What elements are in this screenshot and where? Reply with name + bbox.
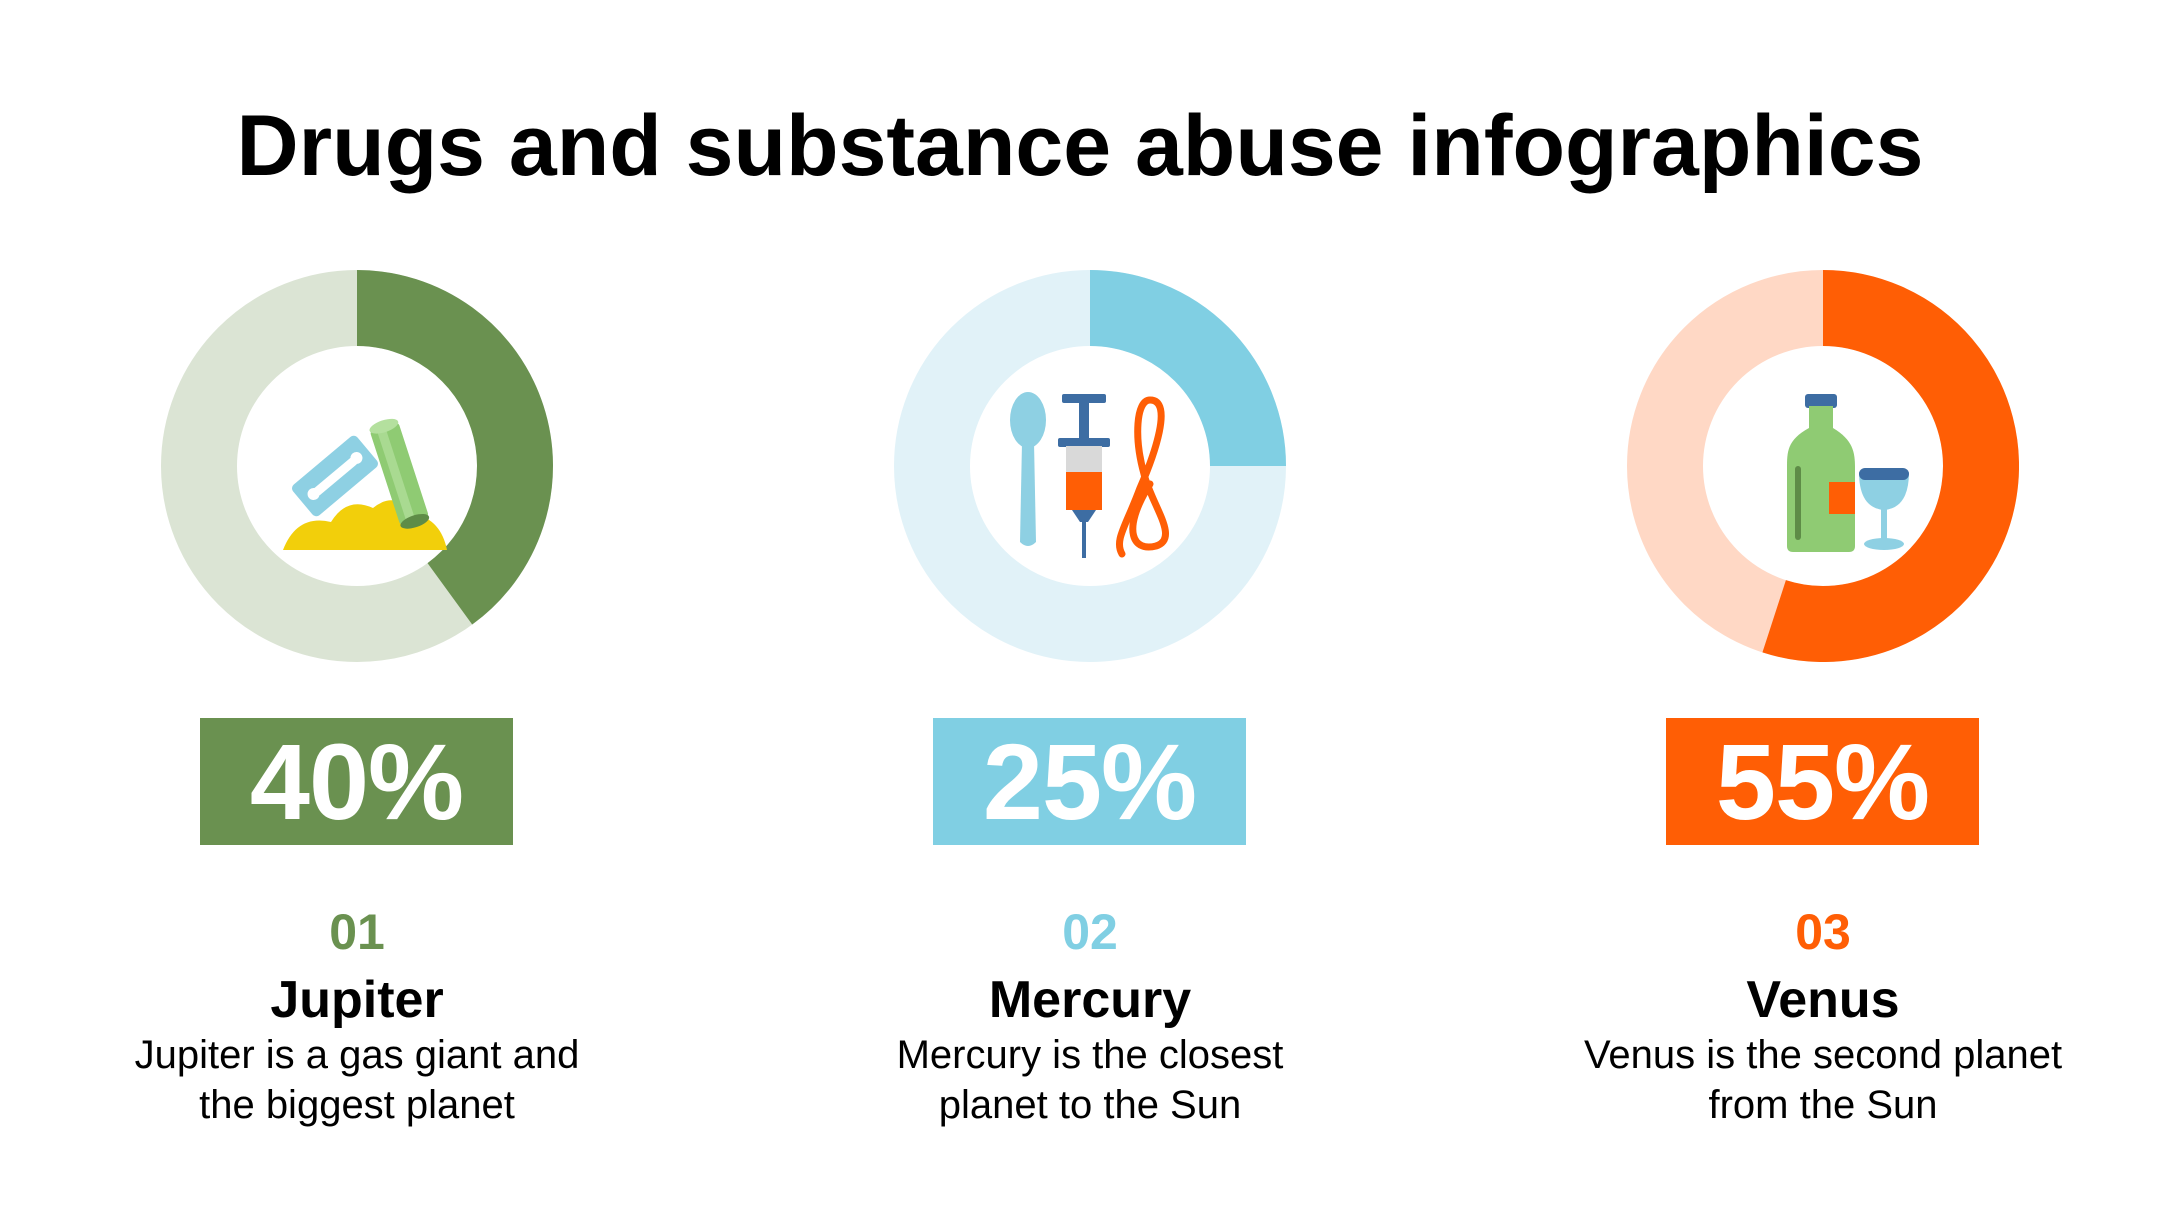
syringe-spoon-icon <box>980 356 1200 576</box>
item-description: Jupiter is a gas giant and the biggest p… <box>134 1033 580 1127</box>
item-number: 01 <box>329 904 385 960</box>
item-name: Jupiter <box>270 971 444 1029</box>
percentage-value: 40% <box>249 720 464 842</box>
stat-column-jupiter: 40% 01 Jupiter Jupiter is a gas giant an… <box>57 0 657 1215</box>
item-name: Mercury <box>988 971 1192 1029</box>
razor-powder-icon <box>247 356 467 576</box>
stat-column-mercury: 25% 02 Mercury Mercury is the closest pl… <box>790 0 1390 1215</box>
stat-column-venus: 55% 03 Venus Venus is the second planet … <box>1523 0 2123 1215</box>
donut-value-arc <box>1762 270 2019 662</box>
percentage-badge: 40% <box>200 718 513 845</box>
percentage-value: 55% <box>1715 720 1930 842</box>
percentage-badge: 25% <box>933 718 1246 845</box>
percentage-value: 25% <box>982 720 1197 842</box>
donut-chart-venus <box>1627 270 2019 662</box>
donut-value-arc <box>356 270 553 625</box>
item-number: 03 <box>1795 904 1851 960</box>
percentage-badge: 55% <box>1666 718 1979 845</box>
donut-value-arc <box>1088 270 1286 468</box>
item-description: Venus is the second planet from the Sun <box>1583 1033 2063 1127</box>
item-number: 02 <box>1062 904 1118 960</box>
bottle-glass-icon <box>1713 356 1933 576</box>
item-description: Mercury is the closest planet to the Sun <box>896 1033 1284 1127</box>
donut-chart-jupiter <box>161 270 553 662</box>
donut-chart-mercury <box>894 270 1286 662</box>
item-name: Venus <box>1746 971 1900 1029</box>
page-title: Drugs and substance abuse infographics <box>236 98 1924 194</box>
